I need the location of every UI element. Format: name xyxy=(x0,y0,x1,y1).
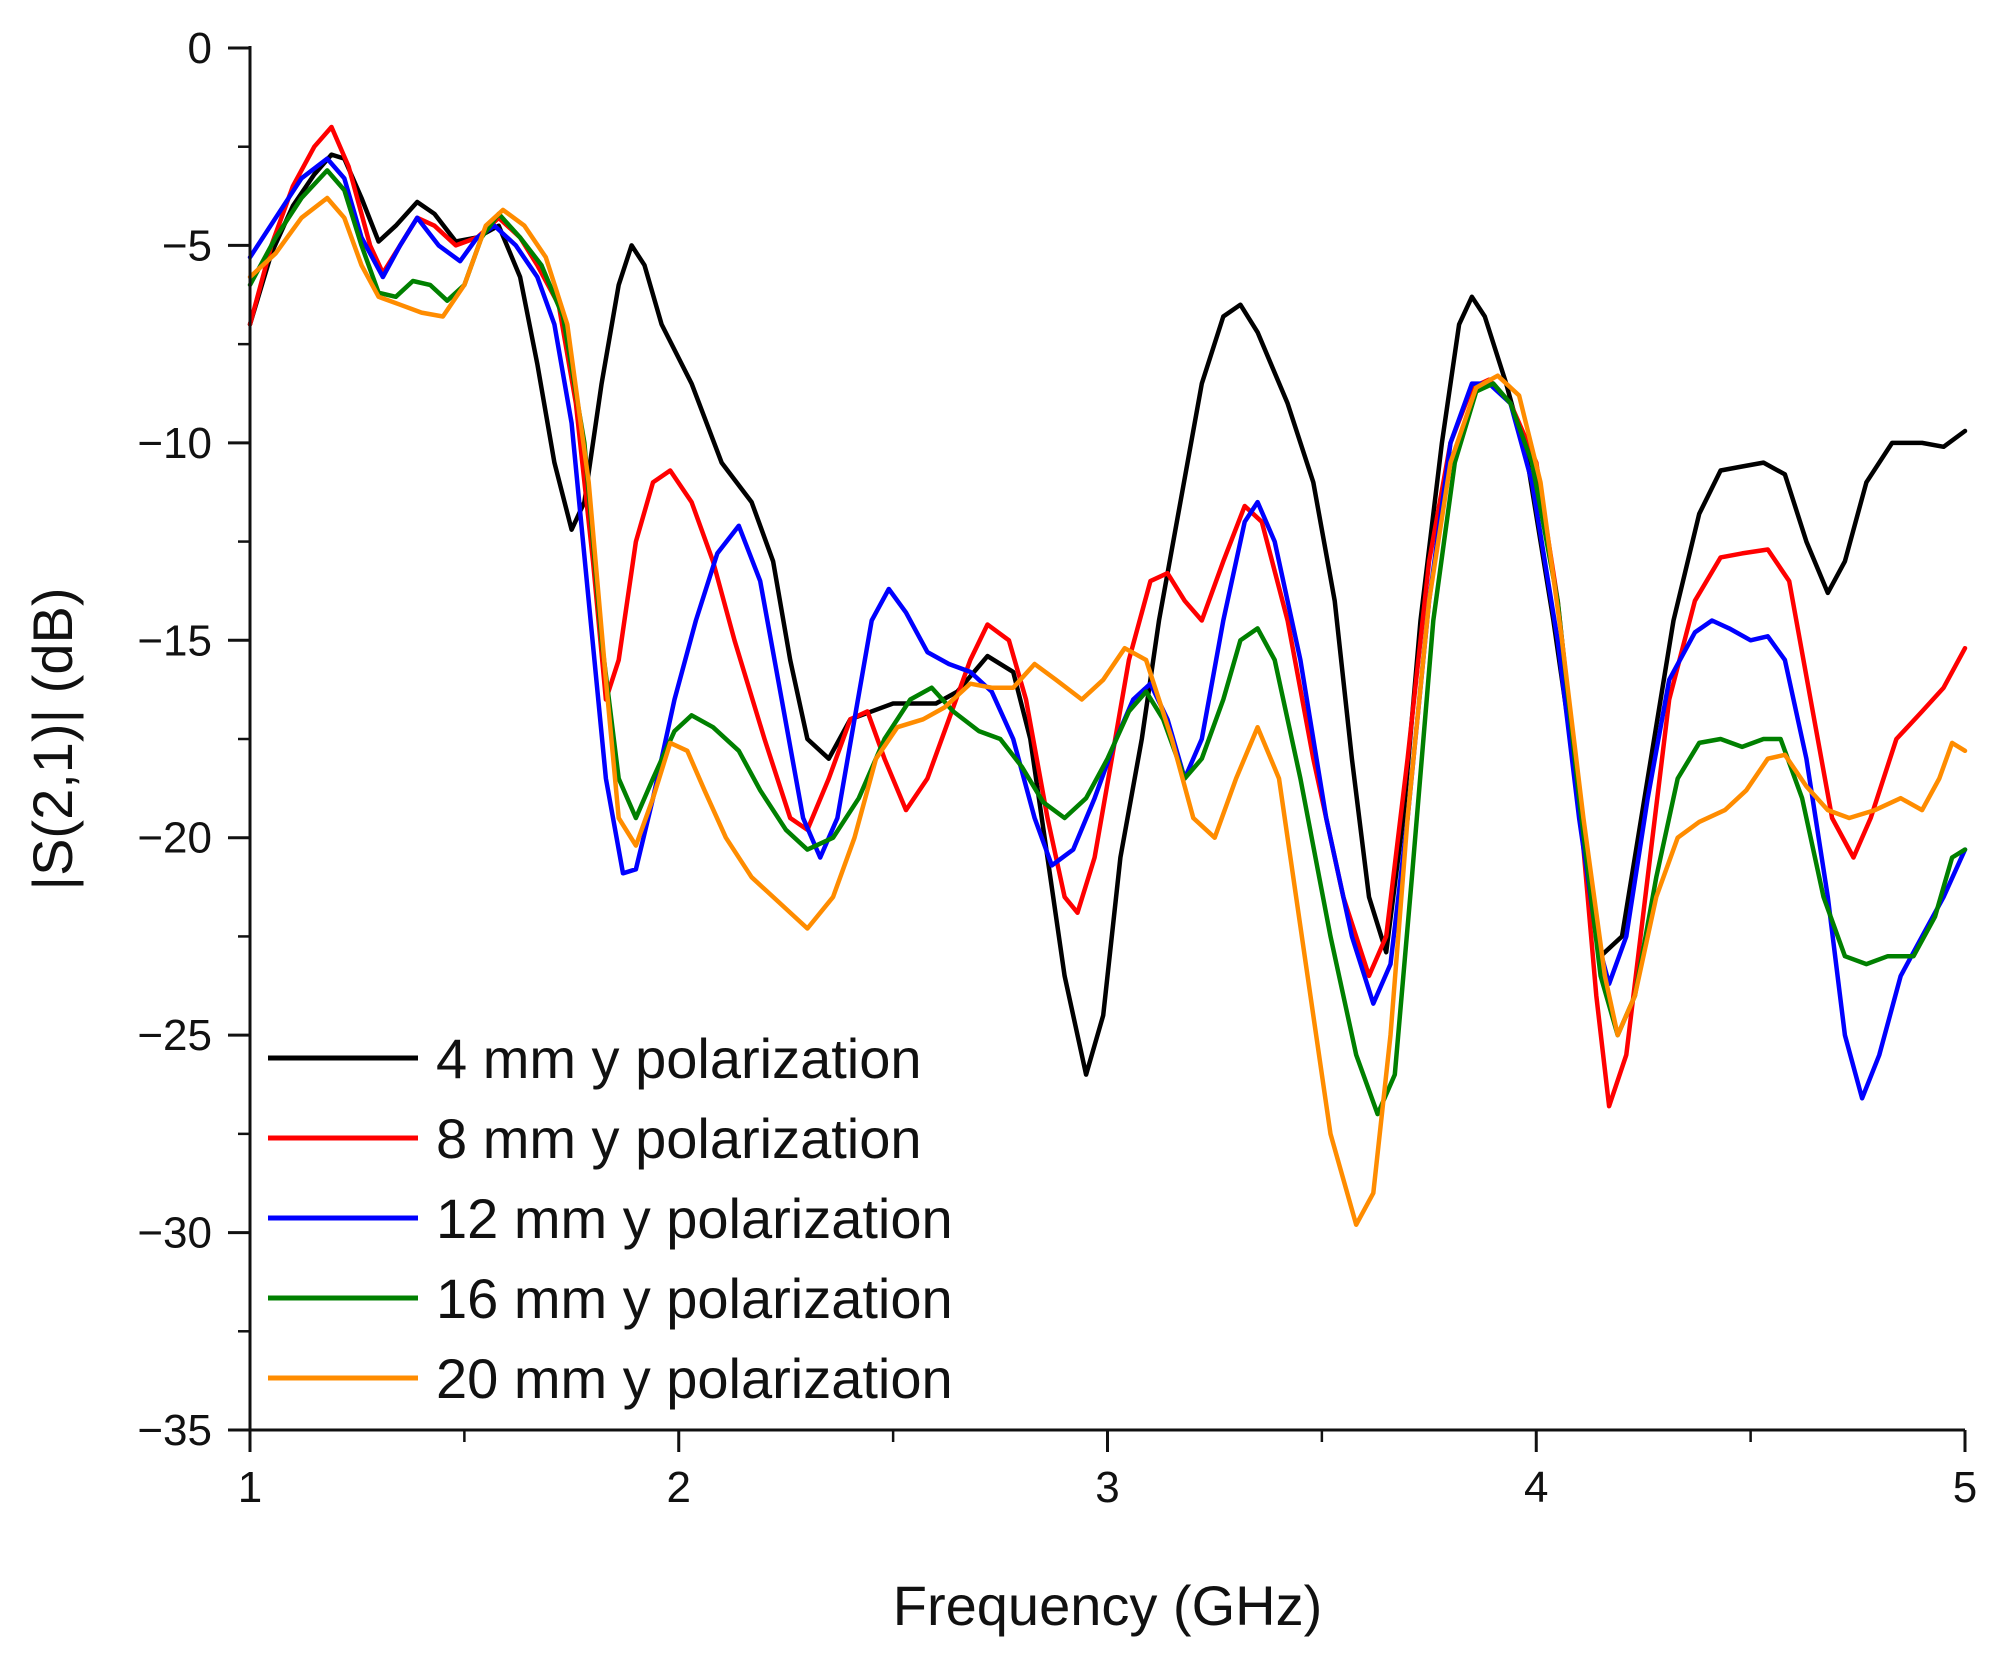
x-tick-label: 2 xyxy=(667,1463,691,1512)
y-tick-label: −25 xyxy=(137,1011,212,1060)
y-tick-label: −35 xyxy=(137,1406,212,1455)
x-tick-label: 5 xyxy=(1953,1463,1977,1512)
y-tick-label: −10 xyxy=(137,419,212,468)
axes-layer: 0 −5 −10 −15 −20 −25 −30 −35 1 2 3 4 5 xyxy=(137,24,1977,1512)
y-axis-title: |S(2,1)| (dB) xyxy=(21,588,84,891)
x-tick-label: 4 xyxy=(1524,1463,1548,1512)
series-line-3 xyxy=(247,156,1968,1101)
legend-label-4: 16 mm y polarization xyxy=(436,1267,953,1330)
y-tick-label: 0 xyxy=(188,24,212,73)
y-tick-label: −20 xyxy=(137,814,212,863)
series-line-1 xyxy=(247,152,1968,1077)
x-axis-title: Frequency (GHz) xyxy=(893,1574,1322,1637)
legend: 4 mm y polarization 8 mm y polarization 12… xyxy=(268,1027,953,1410)
y-tick-label: −5 xyxy=(162,221,212,270)
y-tick-label: −15 xyxy=(137,616,212,665)
legend-label-5: 20 mm y polarization xyxy=(436,1347,953,1410)
y-tick-label: −30 xyxy=(137,1209,212,1258)
x-tick-label: 3 xyxy=(1095,1463,1119,1512)
legend-label-1: 4 mm y polarization xyxy=(436,1027,922,1090)
legend-label-3: 12 mm y polarization xyxy=(436,1187,953,1250)
x-tick-label: 1 xyxy=(238,1463,262,1512)
series-layer xyxy=(247,124,1968,1227)
legend-label-2: 8 mm y polarization xyxy=(436,1107,922,1170)
series-line-4 xyxy=(247,168,1968,1117)
series-line-5 xyxy=(247,195,1968,1227)
